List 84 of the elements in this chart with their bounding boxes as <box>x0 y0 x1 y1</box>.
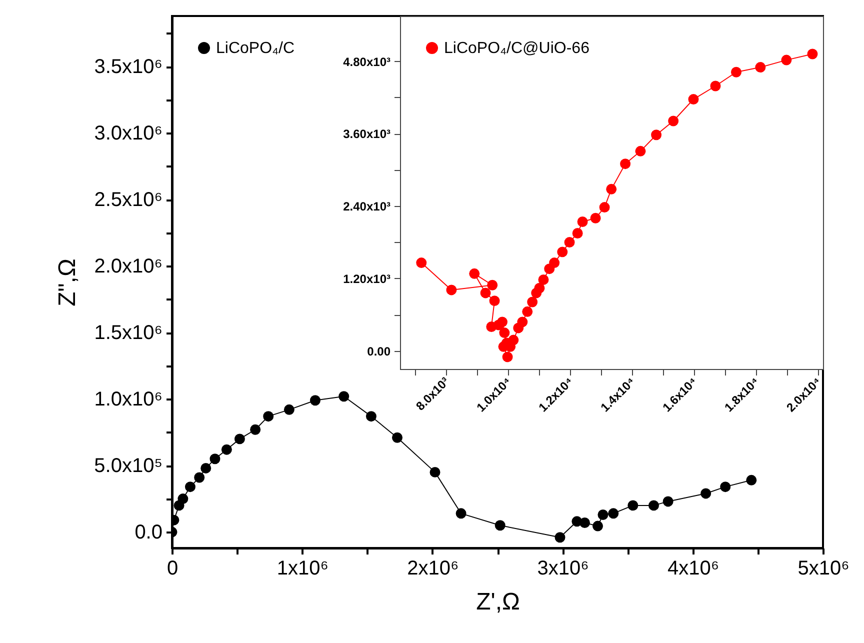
point <box>635 146 646 156</box>
point <box>579 517 590 528</box>
point <box>338 391 350 402</box>
point <box>554 532 566 543</box>
point <box>184 482 196 492</box>
legend-label: LiCoPO₄/C <box>216 40 295 57</box>
point <box>200 462 212 474</box>
point <box>651 130 662 140</box>
point <box>456 508 466 519</box>
point <box>557 246 568 258</box>
point <box>210 454 220 464</box>
point <box>310 395 320 406</box>
x-tick-label: 0 <box>166 558 178 580</box>
point <box>688 94 699 105</box>
y-tick-label: 0.0 <box>134 522 162 544</box>
y-tick-label: 3.5x10⁶ <box>94 56 162 78</box>
point <box>392 432 402 443</box>
x-tick-label: 2x10⁶ <box>407 558 459 580</box>
point <box>662 496 674 507</box>
y-tick-label: 4.80x10³ <box>343 54 390 69</box>
point <box>430 466 440 478</box>
point <box>730 66 742 78</box>
point <box>538 274 549 285</box>
point <box>250 424 261 435</box>
point <box>807 48 818 60</box>
point <box>710 80 721 92</box>
point <box>502 352 513 362</box>
y-tick-label: 1.5x10⁶ <box>94 322 162 344</box>
point <box>284 404 294 415</box>
point <box>366 411 376 422</box>
point <box>489 296 500 306</box>
y-tick-label: 2.0x10⁶ <box>94 256 162 278</box>
point <box>480 288 491 298</box>
point <box>499 328 510 338</box>
point <box>508 334 519 346</box>
point <box>755 62 766 73</box>
point <box>606 184 617 194</box>
point <box>572 228 583 238</box>
x-tick-label: 5x10⁶ <box>798 558 850 580</box>
y-tick-label: 3.60x10³ <box>343 127 390 142</box>
x-tick-label: 3x10⁶ <box>537 558 589 580</box>
point <box>494 520 506 531</box>
y-tick-label: 2.40x10³ <box>343 200 390 214</box>
point <box>469 268 480 279</box>
point <box>497 316 508 328</box>
point <box>700 488 712 499</box>
point <box>781 54 792 66</box>
x-axis-title: Z',Ω <box>476 588 520 616</box>
point <box>608 508 619 519</box>
point <box>416 258 427 268</box>
point <box>487 280 498 290</box>
point <box>577 216 588 227</box>
y-tick-label: 5.0x10⁵ <box>94 455 162 478</box>
point <box>534 282 545 294</box>
point <box>221 444 232 455</box>
y-tick-label: 0.00 <box>367 344 391 358</box>
x-tick-label: 1x10⁶ <box>276 558 329 580</box>
y-tick-label: 1.20x10³ <box>343 272 390 286</box>
point <box>720 482 731 492</box>
point <box>598 510 608 520</box>
point <box>178 494 188 504</box>
point <box>620 158 631 170</box>
y-tick-label: 3.0x10⁶ <box>94 122 162 145</box>
point <box>446 284 457 296</box>
point <box>668 116 679 126</box>
legend-label: LiCoPO₄/C@UiO-66 <box>444 40 590 57</box>
point <box>194 472 205 483</box>
point <box>590 212 601 224</box>
point <box>522 306 533 317</box>
point <box>549 258 560 268</box>
point <box>592 520 603 532</box>
x-tick-label: 4x10⁶ <box>667 558 720 580</box>
point <box>599 202 610 213</box>
point <box>746 474 757 486</box>
y-tick-label: 2.5x10⁶ <box>94 189 162 212</box>
point <box>527 296 538 308</box>
point <box>648 500 659 511</box>
y-tick-label: 1.0x10⁶ <box>94 388 162 411</box>
point <box>628 500 638 511</box>
point <box>564 237 575 248</box>
point <box>517 316 528 328</box>
point <box>263 411 274 422</box>
point <box>234 434 245 444</box>
y-axis-title: Z",Ω <box>54 258 82 306</box>
